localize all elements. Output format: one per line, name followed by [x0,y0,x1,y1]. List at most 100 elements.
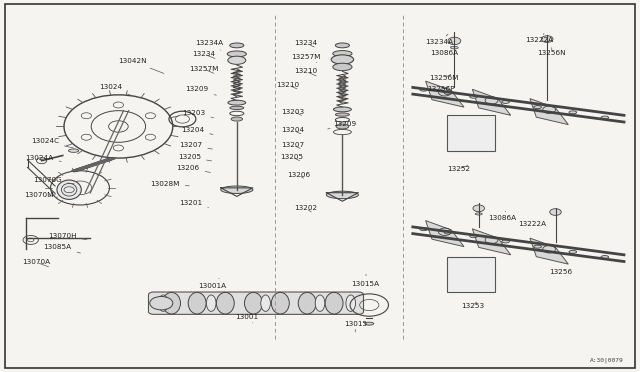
Text: 13234A: 13234A [195,40,223,50]
Ellipse shape [333,63,352,71]
Text: 13207: 13207 [179,142,212,149]
Ellipse shape [336,124,349,129]
Ellipse shape [470,95,477,98]
Text: 13024: 13024 [99,84,132,96]
Text: 13257M: 13257M [291,54,321,62]
Ellipse shape [57,180,81,199]
Circle shape [473,205,484,212]
Text: 13252: 13252 [447,166,470,172]
Polygon shape [426,221,464,247]
Text: 13222A: 13222A [518,221,547,227]
Ellipse shape [502,240,509,243]
Ellipse shape [230,43,244,48]
FancyBboxPatch shape [5,4,635,368]
Ellipse shape [569,250,577,253]
Ellipse shape [365,322,374,325]
Ellipse shape [227,51,246,57]
Text: 13042N: 13042N [118,58,164,73]
Ellipse shape [332,55,354,64]
Text: 13086A: 13086A [430,46,458,56]
Text: 13001: 13001 [236,314,259,323]
Ellipse shape [451,46,458,49]
Ellipse shape [601,116,609,119]
Text: A:30|0079: A:30|0079 [590,357,624,363]
Text: 13253: 13253 [461,302,484,309]
Text: 13205: 13205 [178,154,212,161]
Text: 13234: 13234 [192,51,215,58]
Text: 13256M: 13256M [429,74,458,81]
Text: 13209: 13209 [186,86,216,95]
Ellipse shape [228,100,246,105]
Ellipse shape [335,113,349,116]
Text: 13086A: 13086A [488,211,516,221]
Ellipse shape [444,231,452,234]
FancyBboxPatch shape [148,292,364,314]
Text: 13070H: 13070H [48,233,87,240]
Ellipse shape [158,295,168,311]
Text: 13205: 13205 [280,154,303,161]
Ellipse shape [420,228,428,231]
Text: 13207: 13207 [282,142,305,148]
Ellipse shape [502,100,509,103]
Circle shape [541,36,553,42]
Text: 13015A: 13015A [351,274,379,287]
Ellipse shape [231,117,243,121]
Ellipse shape [569,111,577,114]
Ellipse shape [325,292,343,314]
Text: 13070M: 13070M [24,192,58,198]
Circle shape [550,209,561,215]
Polygon shape [530,99,568,125]
Text: 13210: 13210 [294,68,317,76]
Ellipse shape [206,295,216,311]
Text: 13201: 13201 [179,200,209,208]
Polygon shape [426,81,464,107]
Text: 13024A: 13024A [26,155,61,161]
Text: 13085A: 13085A [44,244,81,253]
Text: 13202: 13202 [294,205,317,212]
Text: 13222A: 13222A [525,33,553,43]
Ellipse shape [326,191,358,199]
Circle shape [448,37,461,45]
Text: 13209: 13209 [328,121,356,129]
Ellipse shape [346,295,356,311]
Ellipse shape [271,292,289,314]
FancyBboxPatch shape [447,115,495,151]
Text: 13210: 13210 [276,82,300,89]
Text: 13206: 13206 [287,172,310,178]
Text: 13234A: 13234A [426,34,454,45]
Text: 13256: 13256 [549,269,572,275]
Text: 13204: 13204 [282,127,305,134]
Circle shape [150,296,173,310]
Text: 13234: 13234 [294,40,317,47]
Text: 13256N: 13256N [538,48,566,56]
Text: 13203: 13203 [182,110,214,118]
Polygon shape [472,229,511,255]
Ellipse shape [244,292,262,314]
Ellipse shape [335,43,349,48]
Text: 13070A: 13070A [22,259,51,267]
Ellipse shape [470,235,477,238]
Ellipse shape [216,292,234,314]
Ellipse shape [476,213,483,215]
Ellipse shape [534,106,541,109]
Ellipse shape [221,186,253,193]
Text: 13256P: 13256P [428,86,455,92]
Polygon shape [530,238,568,264]
Ellipse shape [188,292,206,314]
Ellipse shape [444,92,452,94]
Ellipse shape [534,245,541,248]
Ellipse shape [333,51,352,57]
Text: 13024C: 13024C [31,138,74,148]
Text: 13028M: 13028M [150,181,189,187]
Text: 13203: 13203 [282,109,305,115]
Ellipse shape [420,88,428,91]
Ellipse shape [601,256,609,259]
Ellipse shape [230,106,244,109]
Ellipse shape [228,56,246,64]
Ellipse shape [298,292,316,314]
Ellipse shape [315,295,325,311]
Ellipse shape [68,149,79,153]
Text: 13206: 13206 [177,165,211,173]
Text: 13204: 13204 [181,127,213,134]
FancyBboxPatch shape [447,257,495,292]
